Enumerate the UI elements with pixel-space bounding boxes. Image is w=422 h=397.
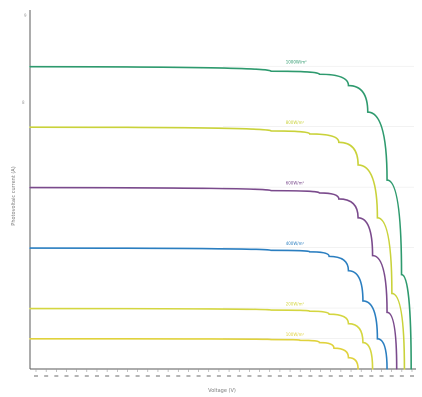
series-label-2: 600W/m² [286, 181, 305, 186]
x-tick-mark-label [34, 375, 38, 377]
x-tick-mark-label [349, 375, 354, 377]
x-tick-mark-label [267, 375, 272, 377]
x-tick-mark-label [145, 375, 150, 377]
x-tick-mark-label [74, 375, 79, 377]
x-tick-mark-label [94, 375, 99, 377]
x-tick-mark-label [64, 375, 69, 377]
x-tick-mark-label [196, 375, 201, 377]
x-tick-mark-label [389, 375, 394, 377]
x-tick-mark-label [318, 375, 323, 377]
x-tick-mark-label [216, 375, 221, 377]
x-tick-mark-label [288, 375, 293, 377]
series-line-0 [29, 65, 412, 370]
series-label-0: 1000W/m² [286, 60, 307, 65]
x-tick-mark-label [186, 375, 191, 377]
x-tick-mark-label [166, 375, 171, 377]
series-label-3: 400W/m² [286, 241, 305, 246]
x-tick-mark-label [359, 375, 364, 377]
series-label-1: 800W/m² [286, 120, 305, 125]
series-label-5: 100W/m² [286, 332, 305, 337]
series-group [29, 65, 414, 370]
series-line-5 [29, 337, 359, 370]
x-tick-mark-label [206, 375, 211, 377]
x-tick-mark-label [247, 375, 252, 377]
x-tick-mark-label [399, 375, 404, 377]
x-tick-mark-label [105, 375, 110, 377]
x-tick-mark-label [257, 375, 262, 377]
x-tick-mark-label [308, 375, 313, 377]
series-line-2 [29, 186, 398, 370]
x-tick-mark-label [125, 375, 130, 377]
x-tick-mark-label [54, 375, 59, 377]
x-tick-mark-label [135, 375, 140, 377]
series-line-4 [29, 307, 374, 370]
x-tick-mark-label [237, 375, 242, 377]
y-tick-label-mid: 8 [22, 100, 25, 105]
series-line-1 [29, 126, 406, 370]
x-tick-mark-label [227, 375, 232, 377]
x-tick-mark-label [338, 375, 343, 377]
series-line-3 [29, 247, 388, 370]
x-tick-mark-label [298, 375, 303, 377]
x-tick-mark-label [277, 375, 282, 377]
x-tick-mark-label [369, 375, 374, 377]
x-axis-title: Voltage (V) [208, 388, 236, 394]
x-tick-mark-label [115, 375, 120, 377]
x-tick-mark-label [44, 375, 49, 377]
x-tick-mark-label [84, 375, 89, 377]
series-labels: 1000W/m² 800W/m² 600W/m² 400W/m² 200W/m² 100W… [286, 60, 307, 337]
x-tick-mark-label [379, 375, 384, 377]
y-tick-label-top: 9 [24, 13, 27, 18]
y-axis-title: Photovoltaic current (A) [11, 166, 17, 225]
x-tick-mark-label [155, 375, 160, 377]
x-tick-mark-label [410, 375, 414, 377]
x-ticks [34, 369, 414, 377]
series-label-4: 200W/m² [286, 302, 305, 307]
x-tick-mark-label [328, 375, 333, 377]
axes [29, 10, 416, 370]
x-tick-mark-label [176, 375, 181, 377]
